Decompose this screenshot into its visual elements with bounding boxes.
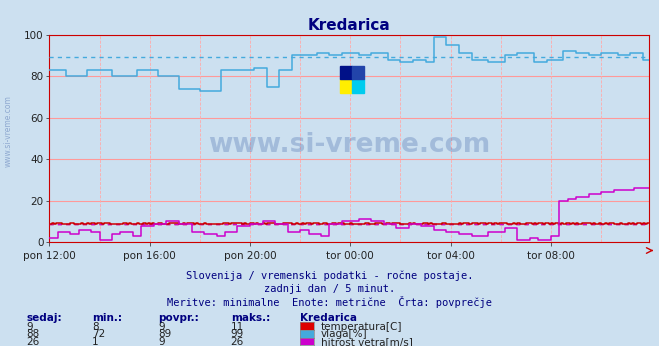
Text: Kredarica: Kredarica	[300, 313, 357, 323]
Bar	[353, 66, 364, 79]
Bar	[340, 66, 353, 79]
Text: temperatura[C]: temperatura[C]	[321, 322, 403, 332]
Text: 26: 26	[26, 337, 40, 346]
Text: 9: 9	[26, 322, 33, 332]
Bar	[340, 79, 353, 93]
Text: 72: 72	[92, 329, 105, 339]
Text: sedaj:: sedaj:	[26, 313, 62, 323]
Text: hitrost vetra[m/s]: hitrost vetra[m/s]	[321, 337, 413, 346]
Text: 89: 89	[158, 329, 171, 339]
Text: 11: 11	[231, 322, 244, 332]
Text: 9: 9	[158, 322, 165, 332]
Text: vlaga[%]: vlaga[%]	[321, 329, 368, 339]
Text: 99: 99	[231, 329, 244, 339]
Text: zadnji dan / 5 minut.: zadnji dan / 5 minut.	[264, 284, 395, 294]
Text: 9: 9	[158, 337, 165, 346]
Text: povpr.:: povpr.:	[158, 313, 199, 323]
Text: Meritve: minimalne  Enote: metrične  Črta: povprečje: Meritve: minimalne Enote: metrične Črta:…	[167, 296, 492, 308]
Text: 8: 8	[92, 322, 99, 332]
Text: Slovenija / vremenski podatki - ročne postaje.: Slovenija / vremenski podatki - ročne po…	[186, 270, 473, 281]
Text: www.si-vreme.com: www.si-vreme.com	[3, 95, 13, 167]
Text: min.:: min.:	[92, 313, 123, 323]
Bar	[353, 79, 364, 93]
Text: www.si-vreme.com: www.si-vreme.com	[208, 131, 490, 158]
Title: Kredarica: Kredarica	[308, 18, 391, 34]
Text: 1: 1	[92, 337, 99, 346]
Text: 88: 88	[26, 329, 40, 339]
Text: 26: 26	[231, 337, 244, 346]
Text: maks.:: maks.:	[231, 313, 270, 323]
